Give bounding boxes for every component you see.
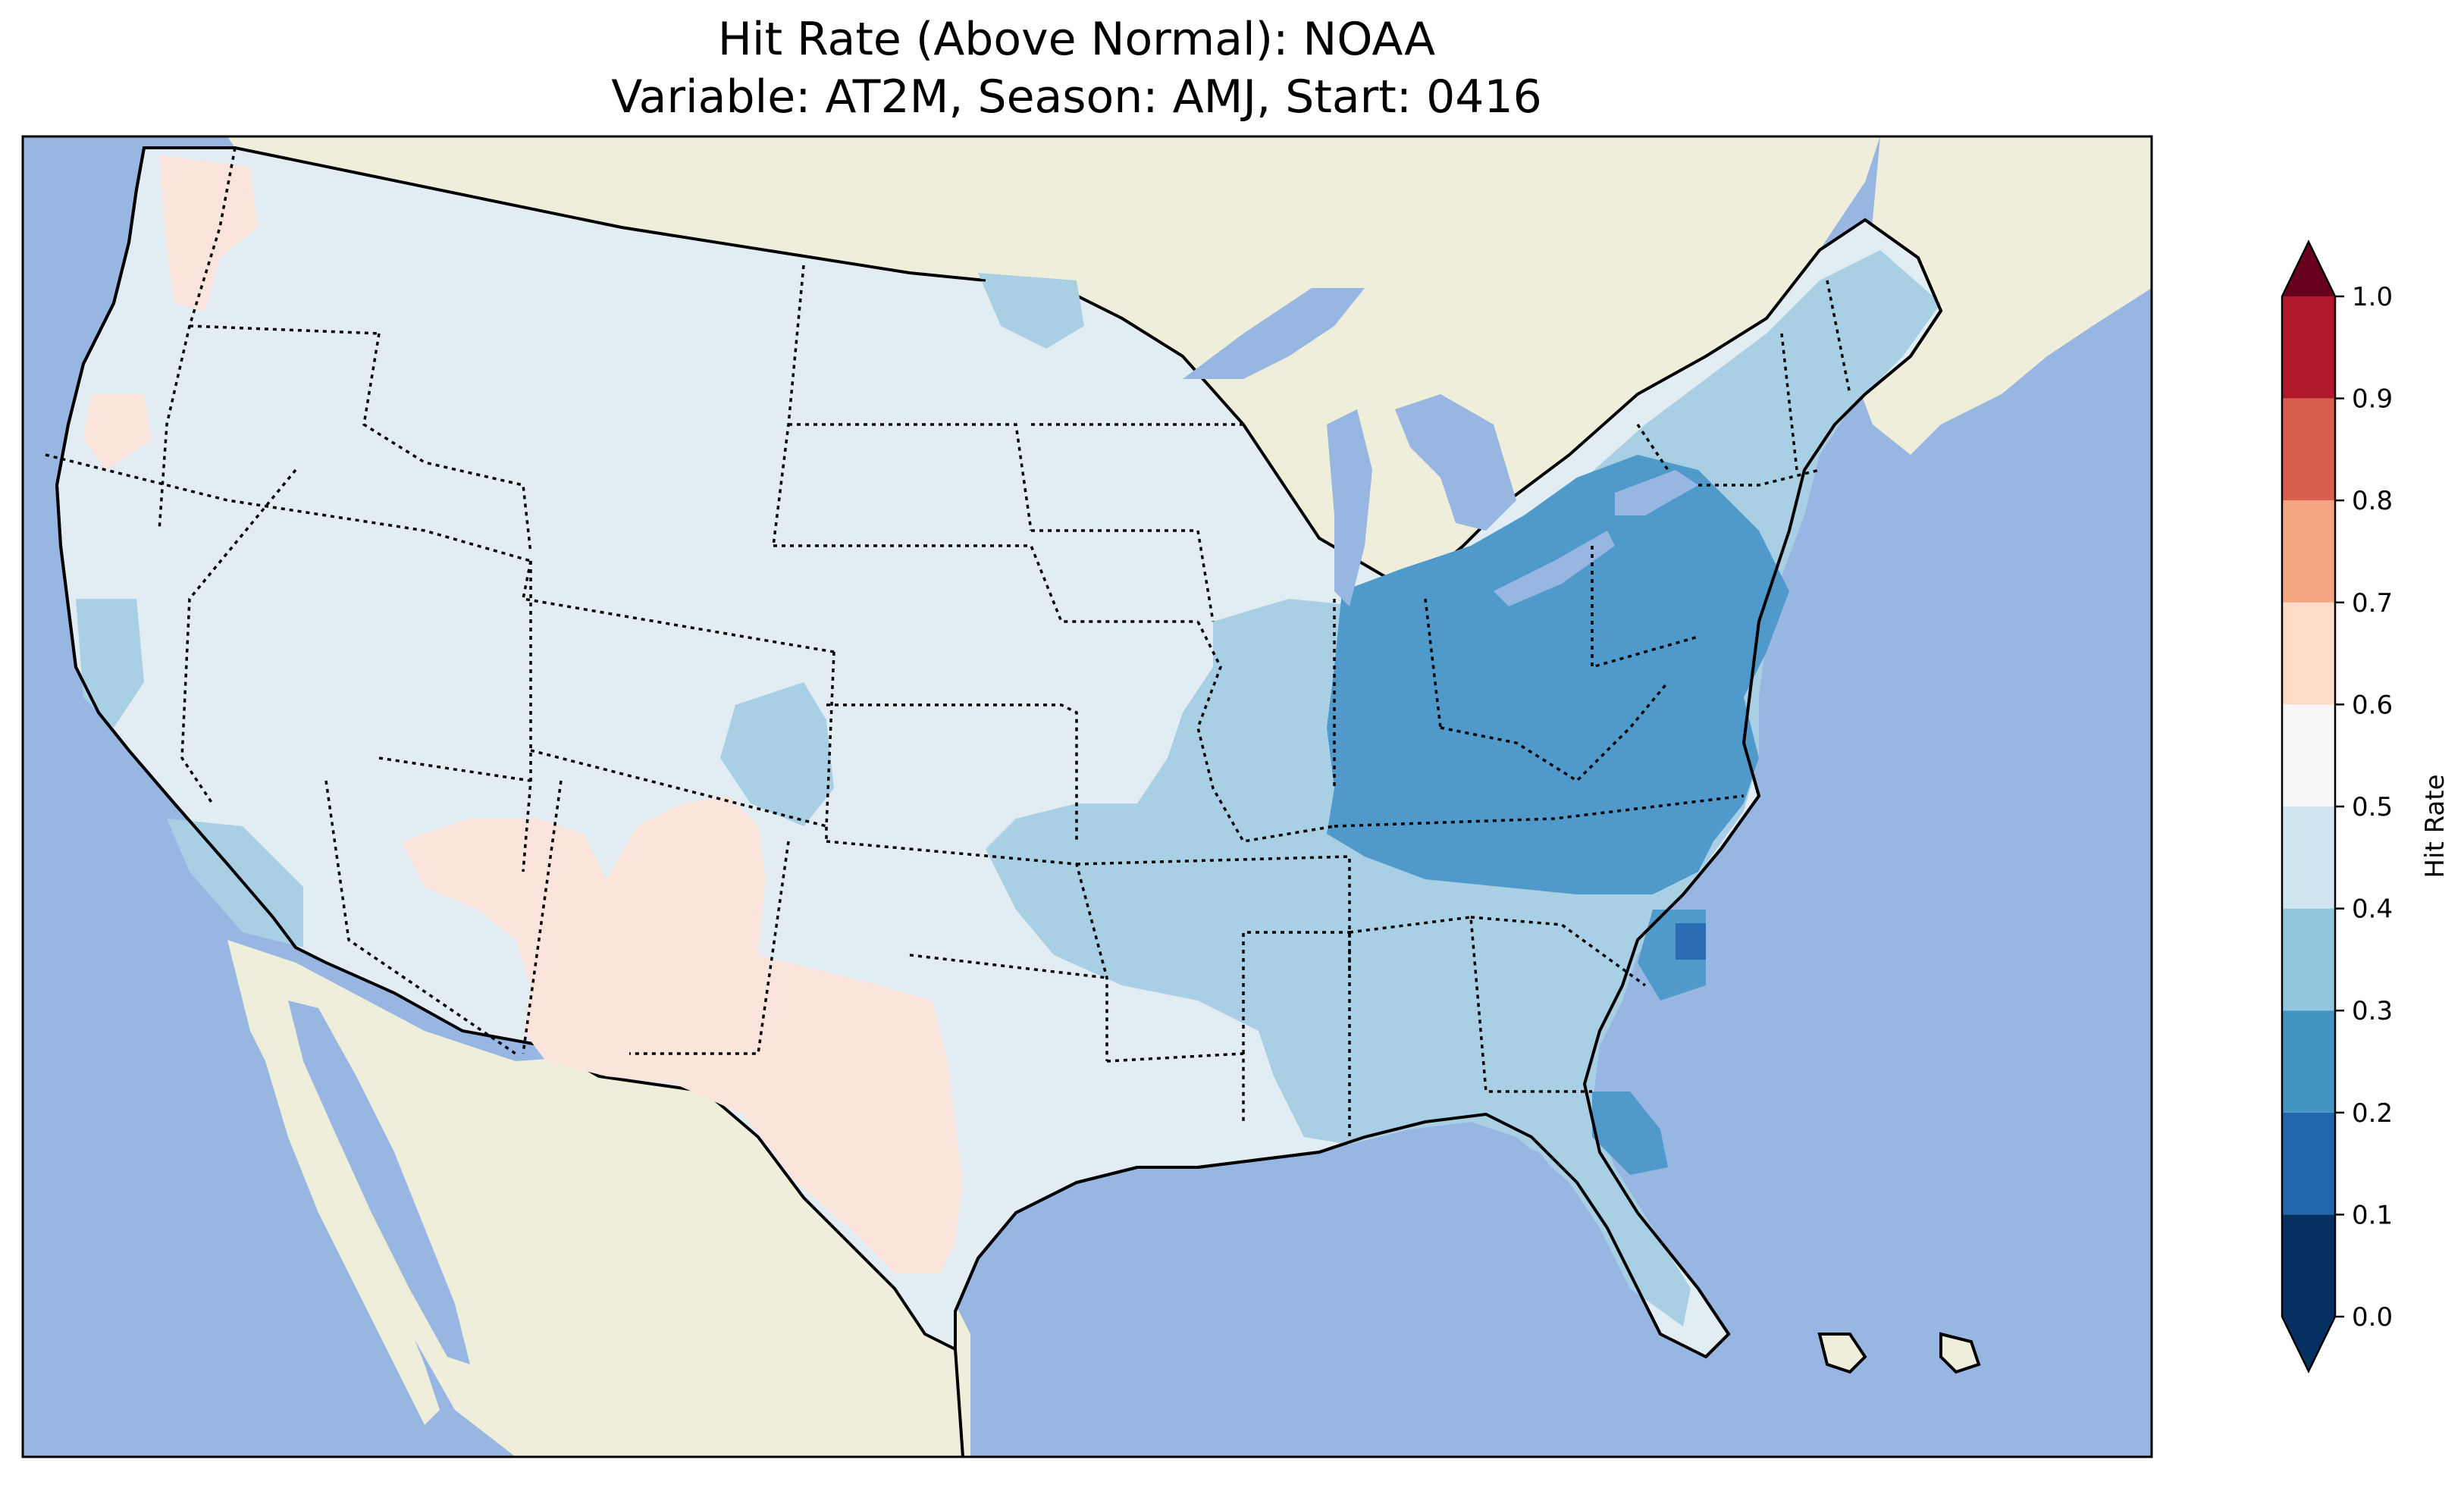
region-ohio-valley-medblue	[1327, 455, 1789, 894]
colorbar-bin	[2282, 500, 2335, 603]
region-pnw-coast	[159, 155, 258, 311]
colorbar-extend-under	[2282, 1317, 2335, 1371]
region-carolina-darkblue	[1676, 923, 1706, 960]
map-axes	[23, 136, 2152, 1457]
gulf-coastline	[954, 1112, 1662, 1457]
cuba-land	[1817, 1333, 1867, 1374]
baja-land	[265, 978, 440, 1425]
bahamas-land	[1939, 1332, 1981, 1374]
lake-huron	[1395, 394, 1516, 531]
lake-ontario	[1615, 470, 1698, 515]
colorbar-bin	[2282, 1214, 2335, 1317]
title-line-2: Variable: AT2M, Season: AMJ, Start: 0416	[611, 70, 1542, 124]
atlantic-coastline	[1582, 218, 1943, 1358]
colorbar-tick-label: 0.9	[2352, 384, 2393, 415]
gulf-of-mexico	[970, 1129, 1820, 1457]
colorbar-tick-label: 0.7	[2352, 588, 2393, 619]
region-florida-medblue	[1592, 1092, 1668, 1175]
title-line-1: Hit Rate (Above Normal): NOAA	[718, 13, 1435, 66]
lake-superior	[1183, 288, 1365, 379]
colorbar-bin	[2282, 704, 2335, 807]
canada-border	[234, 146, 986, 282]
colorbar-tick-label: 0.5	[2352, 792, 2393, 822]
colorbar-tick-label: 0.4	[2352, 894, 2393, 925]
region-ca-coast-lightblue	[76, 599, 144, 728]
canada-east-land	[1850, 136, 2152, 455]
mexico-land	[227, 940, 970, 1457]
colorbar-extend-over	[2282, 242, 2335, 296]
colorbar-tick-label: 0.1	[2352, 1200, 2393, 1230]
colorbar-bin	[2282, 1010, 2335, 1113]
colorbar-tick-label: 0.8	[2352, 486, 2393, 516]
colorbar-tick-label: 0.2	[2352, 1098, 2393, 1129]
colorbar-bin	[2282, 908, 2335, 1011]
region-socal-lightblue	[167, 819, 303, 947]
map-frame	[21, 135, 2153, 1458]
gulf-california	[288, 1001, 470, 1364]
colorbar-tick-label: 1.0	[2352, 282, 2393, 312]
colorbar-label: Hit Rate	[2420, 774, 2450, 878]
colorbar-tick-label: 0.6	[2352, 690, 2393, 720]
region-north-lightblue	[978, 273, 1084, 349]
colorbar-bin	[2282, 398, 2335, 501]
colorbar-ticks: 0.0 0.1 0.2 0.3 0.4 0.5 0.6 0.7 0.8 0.9 1.0	[2335, 282, 2393, 1333]
colorbar-tick-label: 0.0	[2352, 1302, 2393, 1333]
region-or-coast	[83, 394, 152, 470]
colorbar-bin	[2282, 296, 2335, 399]
lake-michigan	[1327, 409, 1372, 606]
state-borders	[45, 147, 1851, 1137]
region-plains-lightblue	[720, 682, 834, 826]
colorbar-bin	[2282, 602, 2335, 705]
colorbar-bin	[2282, 807, 2335, 909]
colorbar-bin	[2282, 1112, 2335, 1215]
lake-erie	[1494, 531, 1615, 606]
colorbar	[2281, 240, 2337, 1373]
pacific-coastline	[55, 147, 297, 949]
colorbar-tick-label: 0.3	[2352, 996, 2393, 1026]
